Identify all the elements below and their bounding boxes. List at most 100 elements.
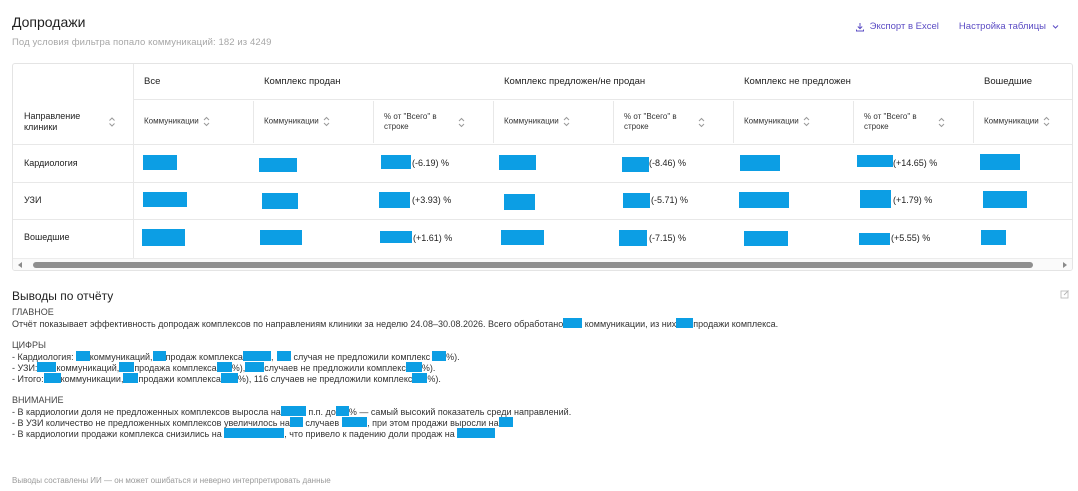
sort-icon[interactable] [203, 116, 210, 127]
export-excel-label: Экспорт в Excel [869, 21, 939, 32]
toolbar: Экспорт в Excel Настройка таблицы [855, 21, 1060, 32]
redacted-value [504, 194, 535, 210]
scroll-left-icon[interactable] [18, 262, 22, 268]
sort-icon[interactable] [803, 116, 810, 127]
figure-uzi: - УЗИ: коммуникаций, продажа комплекса%), с… [12, 362, 436, 373]
redacted-value [259, 158, 297, 172]
sort-icon[interactable] [563, 116, 570, 127]
redacted-value [277, 351, 292, 361]
filter-summary: Под условия фильтра попало коммуникаций:… [12, 37, 272, 48]
col-header-direction[interactable]: Направление клиники [24, 111, 124, 133]
redacted-value [740, 155, 780, 171]
redacted-value [75, 351, 90, 361]
page-title: Допродажи [12, 14, 86, 30]
row-label-cardiology: Кардиология [24, 158, 78, 168]
subheader-communications[interactable]: Коммуникации [144, 116, 210, 127]
redacted-value [498, 417, 513, 427]
subheader-pct[interactable]: % от "Всего" в строке [384, 112, 484, 132]
warning-3: - В кардиологии продажи комплекса снизил… [12, 428, 1072, 439]
redacted-value [859, 233, 890, 245]
redacted-value [220, 373, 238, 383]
redacted-value [739, 192, 789, 208]
section-figures-header: ЦИФРЫ [12, 340, 46, 350]
sort-icon[interactable] [108, 116, 116, 128]
table-settings-button[interactable]: Настройка таблицы [959, 21, 1060, 32]
redacted-value [123, 373, 139, 383]
pct-cell: (+14.65) % [893, 158, 938, 168]
sort-icon[interactable] [1043, 116, 1050, 127]
download-icon [855, 22, 864, 31]
pct-cell: (+5.55) % [891, 233, 931, 243]
subheader-communications[interactable]: Коммуникации [744, 116, 810, 127]
pct-cell: (-8.46) % [649, 158, 687, 168]
group-header-offered-not-sold: Комплекс предложен/не продан [504, 76, 646, 87]
edit-icon[interactable] [1060, 289, 1070, 299]
redacted-value [242, 351, 271, 361]
subheader-communications[interactable]: Коммуникации [504, 116, 570, 127]
redacted-value [622, 157, 649, 172]
warning-2: - В УЗИ количество не предложенных компл… [12, 417, 1072, 428]
pct-cell: (+1.61) % [413, 233, 453, 243]
pct-cell: (-5.71) % [651, 195, 689, 205]
redacted-value [857, 155, 893, 167]
redacted-value [405, 362, 422, 372]
redacted-value [119, 362, 135, 372]
horizontal-scrollbar[interactable] [13, 258, 1072, 270]
sort-icon[interactable] [323, 116, 330, 127]
scroll-right-icon[interactable] [1063, 262, 1067, 268]
pct-cell: (+3.93) % [412, 195, 452, 205]
section-warning-header: ВНИМАНИЕ [12, 395, 64, 405]
redacted-value [983, 191, 1027, 208]
redacted-value [262, 193, 298, 209]
scrollbar-thumb[interactable] [33, 262, 1033, 268]
subheader-pct[interactable]: % от "Всего" в строке [864, 112, 964, 132]
pct-cell: (-6.19) % [412, 158, 450, 168]
export-excel-button[interactable]: Экспорт в Excel [855, 21, 939, 32]
sort-icon[interactable] [938, 117, 945, 128]
report-title: Выводы по отчёту [12, 289, 114, 303]
redacted-value [342, 417, 368, 427]
redacted-value [143, 155, 177, 170]
redacted-value [381, 155, 411, 169]
redacted-value [216, 362, 232, 372]
redacted-value [744, 231, 788, 246]
warning-1: - В кардиологии доля не предложенных ком… [12, 406, 572, 417]
redacted-value [563, 318, 583, 328]
redacted-value [623, 193, 650, 208]
redacted-value [619, 230, 647, 246]
figure-cardiology: - Кардиология: коммуникаций, продаж компле… [12, 351, 460, 362]
subheader-communications[interactable]: Коммуникации [264, 116, 330, 127]
redacted-value [335, 406, 349, 416]
redacted-value [245, 362, 265, 372]
redacted-value [981, 230, 1006, 245]
redacted-value [43, 373, 61, 383]
redacted-value [142, 229, 185, 246]
group-header-not-offered: Комплекс не предложен [744, 76, 851, 87]
sort-icon[interactable] [458, 117, 465, 128]
pct-cell: (-7.15) % [649, 233, 687, 243]
redacted-value [499, 155, 536, 170]
redacted-value [143, 192, 187, 207]
redacted-value [380, 231, 412, 243]
redacted-value [37, 362, 57, 372]
redacted-value [260, 230, 302, 245]
redacted-value [501, 230, 544, 245]
section-main-header: ГЛАВНОЕ [12, 307, 54, 317]
main-summary: Отчёт показывает эффективность допродаж … [12, 318, 779, 329]
sort-icon[interactable] [698, 117, 705, 128]
subheader-pct[interactable]: % от "Всего" в строке [624, 112, 724, 132]
group-header-sold: Комплекс продан [264, 76, 341, 87]
table-settings-label: Настройка таблицы [958, 21, 1046, 32]
redacted-value [379, 192, 410, 208]
redacted-value [980, 154, 1020, 170]
report-body: ГЛАВНОЕ Отчёт показывает эффективность д… [12, 307, 1072, 439]
redacted-value [280, 406, 306, 416]
redacted-value [676, 318, 694, 328]
ai-disclaimer: Выводы составлены ИИ — он может ошибатьс… [12, 476, 331, 485]
redacted-value [224, 428, 285, 438]
subheader-communications[interactable]: Коммуникации [984, 116, 1050, 127]
pct-cell: (+1.79) % [893, 195, 933, 205]
redacted-value [289, 417, 303, 427]
sales-table: Направление клиники Все Комплекс продан … [12, 63, 1073, 271]
redacted-value [457, 428, 496, 438]
